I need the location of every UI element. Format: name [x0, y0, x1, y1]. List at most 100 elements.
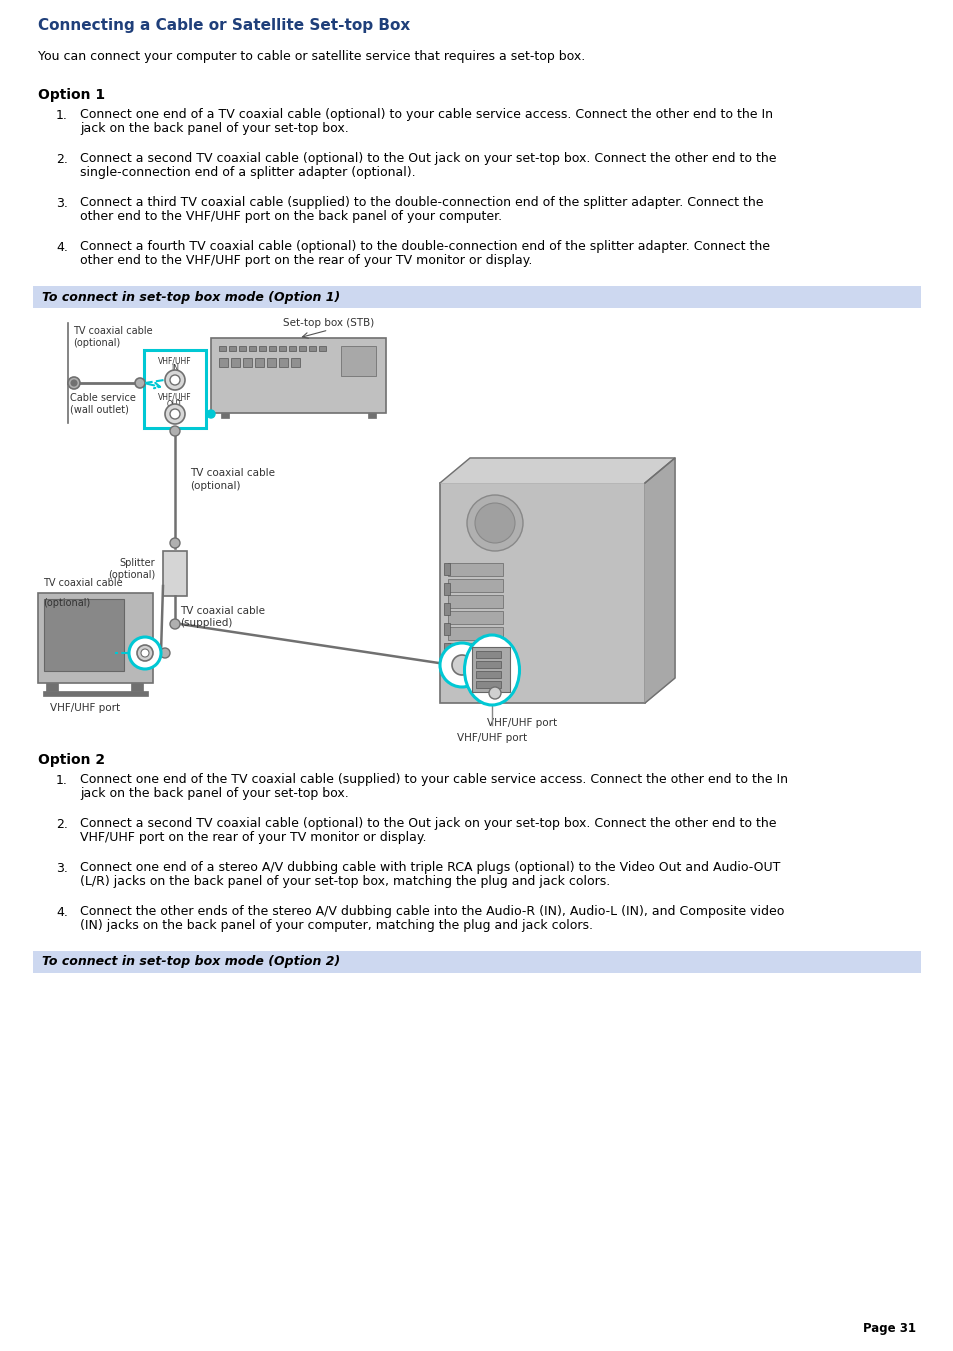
- Circle shape: [170, 538, 180, 549]
- Text: 1.: 1.: [56, 774, 68, 788]
- Text: Set-top box (STB): Set-top box (STB): [283, 317, 374, 328]
- Bar: [443, 623, 450, 635]
- Circle shape: [135, 378, 145, 388]
- Bar: [46, 684, 58, 690]
- Bar: [163, 551, 187, 596]
- Text: VHF/UHF port on the rear of your TV monitor or display.: VHF/UHF port on the rear of your TV moni…: [80, 831, 426, 844]
- Text: Cable service: Cable service: [70, 393, 135, 403]
- Text: TV coaxial cable: TV coaxial cable: [180, 607, 265, 616]
- Bar: [476, 681, 500, 688]
- Text: (optional): (optional): [73, 338, 120, 349]
- Bar: [267, 358, 275, 367]
- Bar: [443, 584, 450, 594]
- Bar: [291, 358, 299, 367]
- Text: To connect in set-top box mode (Option 1): To connect in set-top box mode (Option 1…: [42, 290, 340, 304]
- Text: Option 2: Option 2: [38, 753, 105, 767]
- Bar: [476, 671, 500, 678]
- Text: VHF/UHF port: VHF/UHF port: [51, 703, 120, 713]
- Text: Connect a second TV coaxial cable (optional) to the Out jack on your set-top box: Connect a second TV coaxial cable (optio…: [80, 153, 776, 165]
- Circle shape: [439, 643, 483, 688]
- Bar: [309, 346, 315, 351]
- Bar: [448, 627, 502, 640]
- Text: (optional): (optional): [108, 570, 154, 580]
- Circle shape: [170, 376, 180, 385]
- Text: (IN) jacks on the back panel of your computer, matching the plug and jack colors: (IN) jacks on the back panel of your com…: [80, 919, 593, 932]
- Bar: [258, 346, 266, 351]
- Circle shape: [452, 655, 472, 676]
- Bar: [43, 690, 148, 696]
- Bar: [278, 346, 286, 351]
- Text: 2.: 2.: [56, 153, 68, 166]
- Bar: [278, 358, 288, 367]
- Circle shape: [207, 409, 214, 417]
- Text: Connect one end of the TV coaxial cable (supplied) to your cable service access.: Connect one end of the TV coaxial cable …: [80, 773, 787, 786]
- Text: TV coaxial cable: TV coaxial cable: [190, 467, 274, 478]
- Circle shape: [170, 409, 180, 419]
- Bar: [131, 684, 143, 690]
- Circle shape: [141, 648, 149, 657]
- Bar: [44, 598, 124, 671]
- Text: Connect a third TV coaxial cable (supplied) to the double-connection end of the : Connect a third TV coaxial cable (suppli…: [80, 196, 762, 209]
- Circle shape: [170, 619, 180, 630]
- Bar: [472, 647, 510, 692]
- Text: Connecting a Cable or Satellite Set-top Box: Connecting a Cable or Satellite Set-top …: [38, 18, 410, 32]
- Circle shape: [467, 494, 522, 551]
- Circle shape: [68, 377, 80, 389]
- Bar: [448, 594, 502, 608]
- Text: (L/R) jacks on the back panel of your set-top box, matching the plug and jack co: (L/R) jacks on the back panel of your se…: [80, 875, 610, 888]
- Circle shape: [444, 661, 455, 670]
- Text: Connect one end of a stereo A/V dubbing cable with triple RCA plugs (optional) t: Connect one end of a stereo A/V dubbing …: [80, 861, 780, 874]
- Text: other end to the VHF/UHF port on the rear of your TV monitor or display.: other end to the VHF/UHF port on the rea…: [80, 254, 532, 267]
- Circle shape: [165, 370, 185, 390]
- Bar: [144, 350, 206, 428]
- Bar: [211, 338, 386, 413]
- Text: TV coaxial cable: TV coaxial cable: [73, 326, 152, 336]
- Bar: [219, 346, 226, 351]
- Bar: [443, 603, 450, 615]
- Bar: [340, 346, 375, 376]
- Bar: [289, 346, 295, 351]
- Bar: [448, 643, 502, 657]
- Circle shape: [71, 380, 77, 386]
- Polygon shape: [644, 458, 675, 703]
- Text: Splitter: Splitter: [119, 558, 154, 567]
- Bar: [439, 484, 644, 703]
- Ellipse shape: [464, 635, 519, 705]
- Text: 4.: 4.: [56, 907, 68, 919]
- Bar: [448, 580, 502, 592]
- Text: (optional): (optional): [43, 598, 91, 608]
- Bar: [448, 611, 502, 624]
- Text: other end to the VHF/UHF port on the back panel of your computer.: other end to the VHF/UHF port on the bac…: [80, 209, 501, 223]
- Text: IN: IN: [171, 363, 179, 373]
- Text: To connect in set-top box mode (Option 2): To connect in set-top box mode (Option 2…: [42, 955, 340, 969]
- Text: 4.: 4.: [56, 240, 68, 254]
- Text: Connect a second TV coaxial cable (optional) to the Out jack on your set-top box: Connect a second TV coaxial cable (optio…: [80, 817, 776, 830]
- Text: Connect the other ends of the stereo A/V dubbing cable into the Audio-R (IN), Au: Connect the other ends of the stereo A/V…: [80, 905, 783, 917]
- Text: (optional): (optional): [190, 481, 240, 490]
- Text: Connect one end of a TV coaxial cable (optional) to your cable service access. C: Connect one end of a TV coaxial cable (o…: [80, 108, 772, 122]
- Bar: [221, 413, 229, 417]
- Bar: [33, 286, 920, 308]
- Text: VHF/UHF port: VHF/UHF port: [456, 734, 526, 743]
- Bar: [239, 346, 246, 351]
- Text: VHF/UHF port: VHF/UHF port: [487, 717, 557, 728]
- Text: Page 31: Page 31: [862, 1323, 915, 1335]
- Text: VHF/UHF: VHF/UHF: [158, 392, 192, 401]
- Text: OUT: OUT: [167, 400, 183, 409]
- Bar: [476, 651, 500, 658]
- Text: 2.: 2.: [56, 817, 68, 831]
- Bar: [33, 951, 920, 973]
- Text: single-connection end of a splitter adapter (optional).: single-connection end of a splitter adap…: [80, 166, 416, 178]
- Circle shape: [137, 644, 152, 661]
- Text: You can connect your computer to cable or satellite service that requires a set-: You can connect your computer to cable o…: [38, 50, 584, 63]
- Bar: [219, 358, 228, 367]
- Bar: [476, 661, 500, 667]
- Bar: [443, 563, 450, 576]
- Bar: [318, 346, 326, 351]
- Bar: [443, 643, 450, 655]
- Text: (supplied): (supplied): [180, 617, 233, 628]
- Bar: [448, 563, 502, 576]
- Text: VHF/UHF: VHF/UHF: [158, 357, 192, 365]
- Bar: [249, 346, 255, 351]
- Text: Connect a fourth TV coaxial cable (optional) to the double-connection end of the: Connect a fourth TV coaxial cable (optio…: [80, 240, 769, 253]
